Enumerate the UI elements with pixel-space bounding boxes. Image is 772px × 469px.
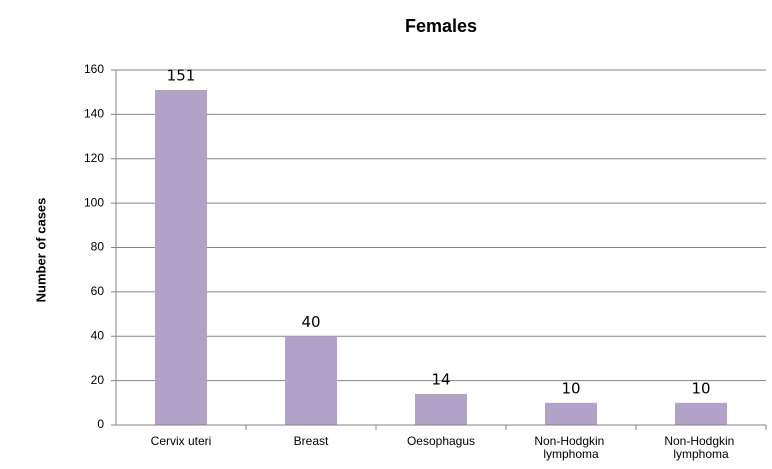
bar: [545, 402, 597, 425]
x-tick-label: Cervix uteri: [151, 434, 212, 448]
data-label: 40: [301, 313, 320, 331]
x-tick-label: Breast: [294, 434, 329, 448]
bar: [415, 393, 467, 425]
x-tick-label: Non-Hodgkin lymphoma: [664, 434, 737, 461]
y-tick-label: 0: [97, 417, 104, 431]
y-tick-label: 160: [84, 62, 104, 76]
data-label: 151: [167, 66, 196, 84]
y-tick-label: 100: [84, 195, 104, 209]
bar: [155, 89, 207, 425]
y-tick-label: 120: [84, 151, 104, 165]
data-label: 14: [431, 370, 450, 388]
y-tick-label: 80: [91, 240, 105, 254]
data-label: 10: [561, 379, 580, 397]
y-tick-label: 60: [91, 284, 105, 298]
x-tick-label: Oesophagus: [407, 434, 475, 448]
y-axis-label: Number of cases: [33, 198, 48, 303]
chart-title: Females: [405, 16, 477, 36]
bar: [285, 336, 337, 425]
x-tick-label: Non-Hodgkin lymphoma: [534, 434, 607, 461]
y-tick-label: 20: [91, 373, 105, 387]
y-tick-label: 40: [91, 328, 105, 342]
y-tick-label: 140: [84, 107, 104, 121]
data-label: 10: [691, 379, 710, 397]
bar: [675, 402, 727, 425]
